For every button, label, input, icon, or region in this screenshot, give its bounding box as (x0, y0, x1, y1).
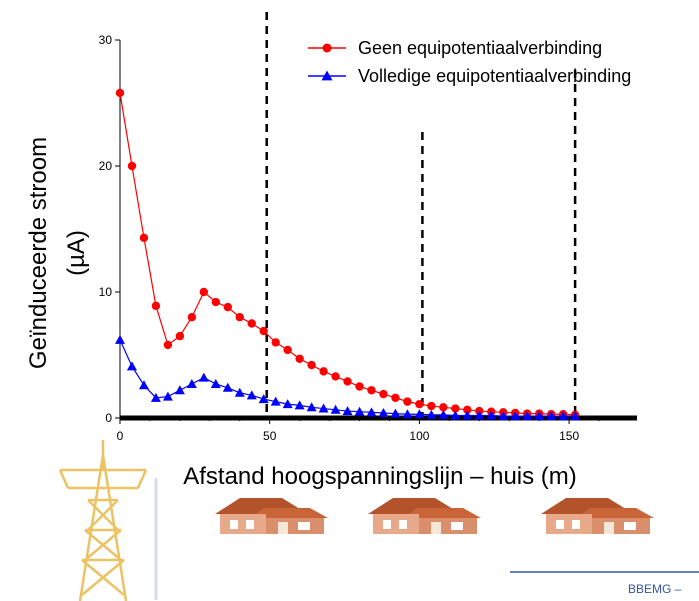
data-point (474, 410, 485, 420)
data-point (319, 367, 328, 376)
data-point (450, 410, 461, 420)
data-point (367, 386, 376, 395)
house-icon (368, 498, 481, 534)
data-point (198, 372, 209, 382)
data-point (415, 399, 424, 409)
data-point (486, 410, 497, 420)
series-1 (115, 88, 580, 420)
data-point (234, 387, 245, 397)
legend-label: Geen equipotentiaalverbinding (358, 38, 602, 58)
data-point (187, 313, 197, 322)
data-point (426, 409, 437, 419)
x-tick-label: 100 (409, 429, 429, 443)
data-point (127, 161, 137, 171)
data-point (174, 385, 185, 395)
data-point (259, 326, 268, 336)
data-point (366, 407, 377, 417)
house-icon (215, 498, 328, 534)
data-point (307, 360, 316, 370)
data-point (331, 372, 340, 381)
data-point (282, 399, 293, 409)
x-tick-label: 0 (117, 429, 124, 443)
series-2 (115, 334, 581, 421)
data-point (210, 378, 221, 388)
pylon-icon (58, 440, 148, 601)
data-point (379, 389, 388, 399)
y-tick-label: 10 (99, 285, 113, 299)
data-point (439, 403, 448, 412)
data-point (294, 400, 305, 410)
data-point (451, 404, 460, 413)
data-point (463, 405, 472, 415)
data-point (115, 334, 125, 344)
axes: 0 10 20 30 0 50 100 150 (99, 33, 637, 443)
data-point (115, 88, 125, 98)
y-axis-label-line1: Geïnduceerde stroom (25, 137, 52, 369)
y-axis-label-line2: (µA) (63, 230, 90, 276)
data-point (570, 411, 581, 421)
data-point (139, 233, 149, 243)
series-line (119, 92, 576, 416)
data-point (522, 411, 533, 421)
data-point (270, 396, 281, 406)
data-point (354, 406, 365, 416)
footer-text: BBEMG – (628, 582, 682, 596)
reference-lines (265, 12, 577, 418)
pylon-wire-icon (154, 478, 699, 600)
x-tick-label: 150 (559, 429, 579, 443)
data-point (150, 392, 161, 402)
data-point (306, 402, 317, 412)
data-point (151, 301, 161, 311)
data-point (391, 393, 400, 403)
series-layer (115, 88, 581, 421)
data-point (343, 377, 352, 386)
data-point (342, 406, 353, 416)
data-point (235, 313, 244, 322)
data-point (558, 411, 569, 421)
legend-marker (321, 70, 333, 81)
legend: Geen equipotentiaalverbinding Volledige e… (308, 38, 631, 86)
data-point (330, 404, 341, 414)
data-point (427, 401, 436, 411)
data-point (126, 361, 137, 371)
legend-marker (322, 43, 332, 53)
data-point (138, 380, 149, 390)
data-point (462, 410, 473, 420)
x-tick-label: 50 (263, 429, 277, 443)
data-point (247, 319, 256, 328)
data-point (246, 390, 257, 400)
data-point (222, 382, 233, 392)
data-point (175, 331, 185, 341)
data-point (390, 408, 401, 418)
data-point (546, 411, 557, 421)
legend-label: Volledige equipotentiaalverbinding (358, 66, 631, 86)
data-point (283, 345, 292, 355)
data-point (534, 411, 545, 421)
data-point (271, 338, 280, 347)
y-tick-label: 20 (99, 159, 113, 173)
y-tick-label: 0 (105, 411, 112, 425)
data-point (318, 403, 329, 413)
houses (215, 498, 654, 534)
house-icon (541, 498, 654, 534)
data-point (163, 340, 173, 350)
data-point (162, 391, 173, 401)
data-point (498, 411, 509, 421)
data-point (295, 354, 304, 363)
data-point (403, 397, 412, 406)
x-axis-label: Afstand hoogspanningslijn – huis (m) (183, 463, 577, 490)
data-point (510, 411, 521, 421)
data-point (258, 394, 269, 404)
data-point (402, 409, 413, 419)
data-point (378, 407, 389, 417)
data-point (199, 287, 209, 297)
y-tick-label: 30 (99, 33, 113, 47)
data-point (414, 409, 425, 419)
data-point (438, 409, 449, 419)
data-point (211, 297, 221, 307)
data-point (223, 302, 232, 312)
data-point (355, 382, 364, 391)
data-point (186, 378, 197, 388)
